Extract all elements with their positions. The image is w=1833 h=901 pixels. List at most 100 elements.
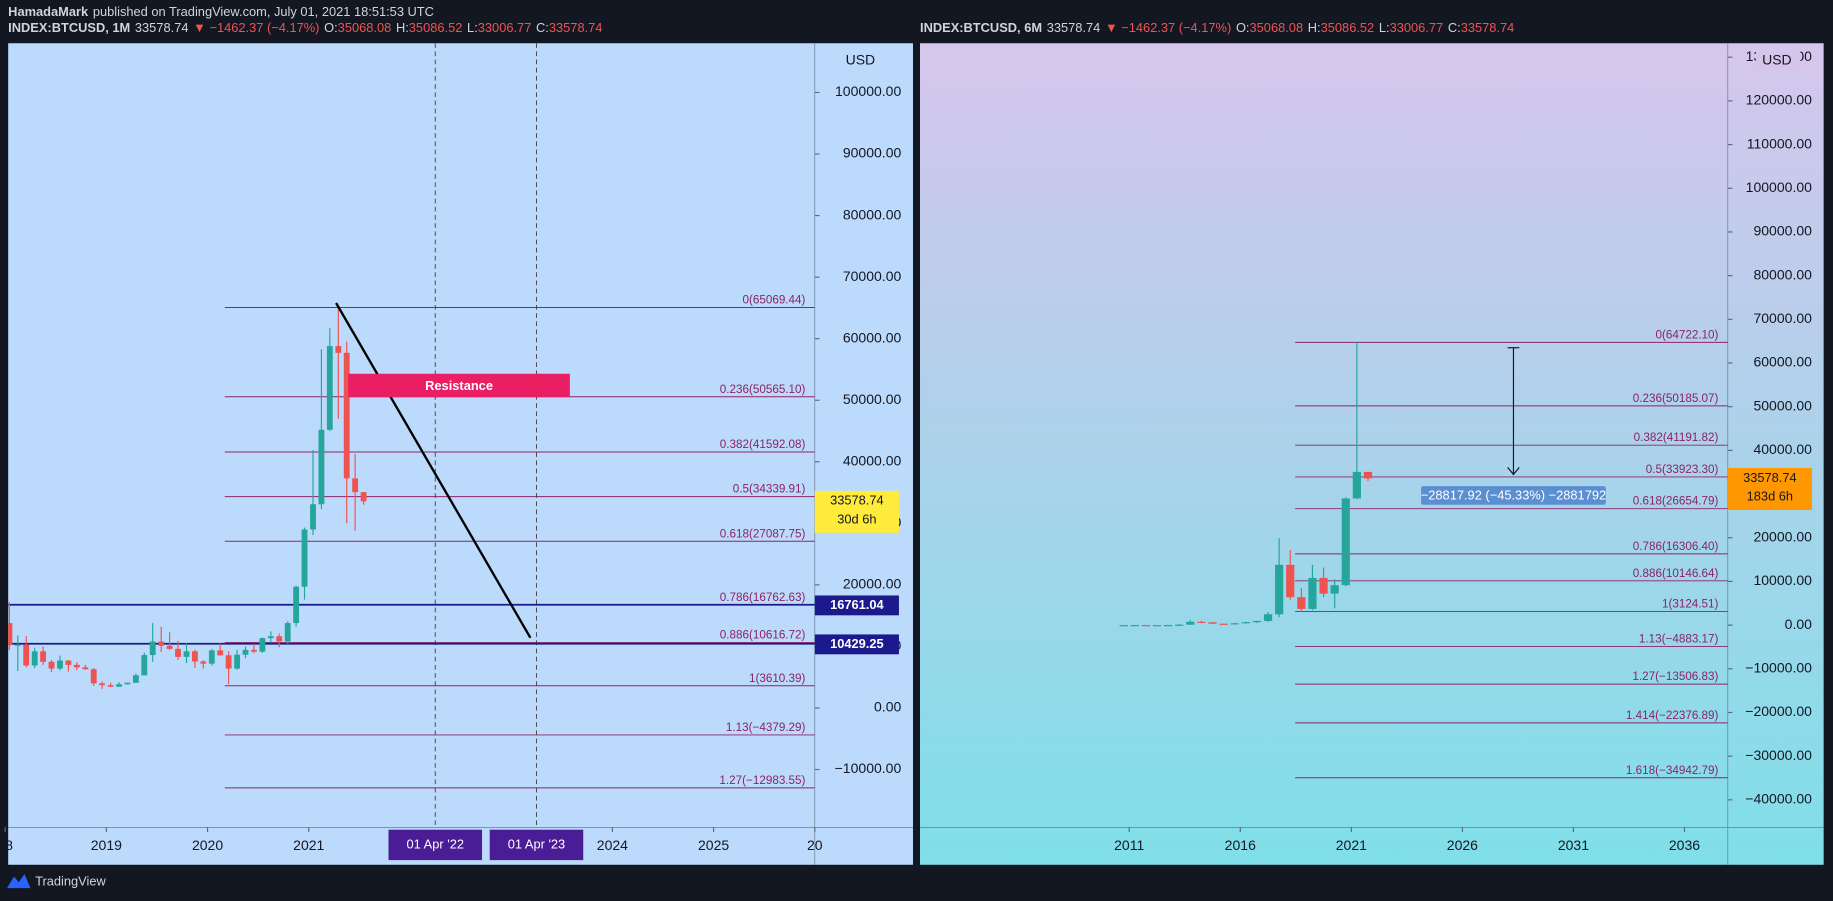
candle-body	[1130, 625, 1139, 627]
currency-bg	[839, 50, 884, 72]
fib-label: 1.13(−4379.29)	[726, 721, 806, 734]
candle-body	[1164, 625, 1173, 627]
candle-body	[1330, 585, 1339, 594]
candle-body	[1219, 623, 1228, 625]
candle-body	[1141, 625, 1150, 627]
candle-body	[1263, 614, 1273, 621]
brand: TradingView	[35, 874, 106, 889]
author: HamadaMark	[8, 4, 89, 19]
plot: 0(65069.44) 0.236(50565.10) 0.382(41592.08…	[8, 43, 815, 828]
candle-body	[352, 478, 359, 493]
candle-body	[107, 685, 114, 687]
y-tick-label: 70000.00	[1753, 310, 1812, 326]
candle-body	[250, 649, 257, 652]
countdown: 183d 6h	[1747, 489, 1793, 504]
fib-label: 1.27(−12983.55)	[719, 774, 805, 787]
fib-label: 0.236(50185.07)	[1633, 392, 1719, 405]
legend: INDEX:BTCUSD, 1M 33578.74 ▼ −1462.37 (−4.1…	[8, 21, 602, 36]
legend-item: H:	[396, 21, 409, 36]
last-price-tag	[1727, 467, 1812, 510]
candle-body	[1186, 621, 1195, 625]
y-tick-label: 100000.00	[1746, 179, 1812, 195]
legend-item: L:	[1379, 21, 1390, 36]
measure-box	[1421, 486, 1606, 505]
date-tag	[489, 829, 584, 861]
candle-body	[1119, 625, 1128, 627]
x-tick-label: 2020	[192, 837, 223, 853]
candle-body	[1286, 564, 1295, 598]
y-tick-label: −10000.00	[835, 760, 902, 776]
plot: 0(64722.10) 0.236(50185.07) 0.382(41191.82…	[1119, 328, 1728, 779]
fib-label: 0.786(16762.63)	[720, 591, 806, 604]
legend-item: ▼ −1462.37 (−4.17%)	[193, 21, 319, 36]
y-tick-label: 120000.00	[1746, 92, 1812, 108]
x-tick-label: 2021	[293, 837, 324, 853]
candle-body	[191, 651, 198, 662]
candle-body	[1241, 622, 1250, 624]
candle-body	[166, 645, 173, 649]
candle-body	[234, 654, 241, 669]
legend-item: 33578.74	[135, 21, 189, 36]
candle-body	[1208, 622, 1217, 624]
price-tag-label: 16761.04	[830, 597, 884, 612]
candle-body	[99, 683, 106, 686]
candle-body	[1297, 597, 1306, 609]
x-tick-label: 2025	[698, 837, 729, 853]
candle-body	[124, 682, 131, 685]
candle-body	[318, 429, 325, 505]
candle-body	[90, 669, 97, 684]
legend-item: 33578.74	[549, 21, 603, 36]
candle-body	[158, 641, 165, 646]
y-tick-label: −20000.00	[1745, 703, 1812, 719]
legend-item: 33006.77	[1390, 21, 1444, 36]
candle-body	[335, 346, 342, 353]
legend-item: C:	[1448, 21, 1461, 36]
candle-body	[1230, 623, 1239, 625]
candle-body	[40, 651, 47, 662]
candle-body	[1197, 621, 1206, 623]
x-tick-label: 2031	[1558, 837, 1589, 853]
left-panel	[8, 43, 913, 865]
fib-label: 0.886(10616.72)	[720, 629, 806, 642]
candle-body	[217, 650, 224, 656]
legend-item: 33578.74	[1047, 21, 1101, 36]
fib-label: 0.382(41592.08)	[720, 438, 806, 451]
x-tick-label: 2011	[1114, 837, 1144, 853]
y-tick-label: 100000.00	[835, 83, 901, 99]
candle-body	[1319, 577, 1328, 594]
candle-body	[23, 644, 30, 666]
y-tick-label: 60000.00	[843, 329, 902, 345]
y-tick-label: 50000.00	[843, 391, 902, 407]
published: published on TradingView.com, July 01, 2…	[93, 4, 434, 19]
x-tick-label: 2019	[91, 837, 122, 853]
candle-body	[149, 641, 156, 656]
legend-item: INDEX:BTCUSD, 6M	[920, 21, 1042, 36]
legend-item: H:	[1308, 21, 1321, 36]
candle-body	[1275, 564, 1284, 615]
legend-item: 33006.77	[478, 21, 532, 36]
legend: INDEX:BTCUSD, 6M 33578.74 ▼ −1462.37 (−4.1…	[920, 21, 1514, 36]
candle-body	[1363, 471, 1373, 479]
candle-body	[208, 650, 215, 664]
candle-body	[1352, 471, 1361, 499]
candle-body	[310, 504, 316, 530]
y-tick-label: −10000.00	[1745, 660, 1812, 676]
candle-body	[343, 352, 350, 479]
candle-body	[1341, 498, 1350, 586]
y-tick-label: 70000.00	[843, 268, 902, 284]
fib-label: 0.786(16306.40)	[1633, 540, 1719, 553]
price-tag	[814, 634, 899, 655]
candle-body	[1308, 577, 1317, 609]
candle-body	[284, 623, 291, 642]
candle-body	[48, 661, 55, 669]
legend-item: 35086.52	[409, 21, 463, 36]
y-tick-label: 90000.00	[1753, 223, 1812, 239]
candle-body	[82, 667, 89, 670]
last-price-tag	[814, 490, 899, 533]
countdown: 30d 6h	[837, 511, 876, 526]
candle-body	[326, 346, 333, 430]
candle-body	[57, 660, 63, 669]
legend-item: INDEX:BTCUSD, 1M	[8, 21, 130, 36]
price-tag	[814, 595, 899, 616]
y-tick-label: 20000.00	[1753, 528, 1812, 544]
